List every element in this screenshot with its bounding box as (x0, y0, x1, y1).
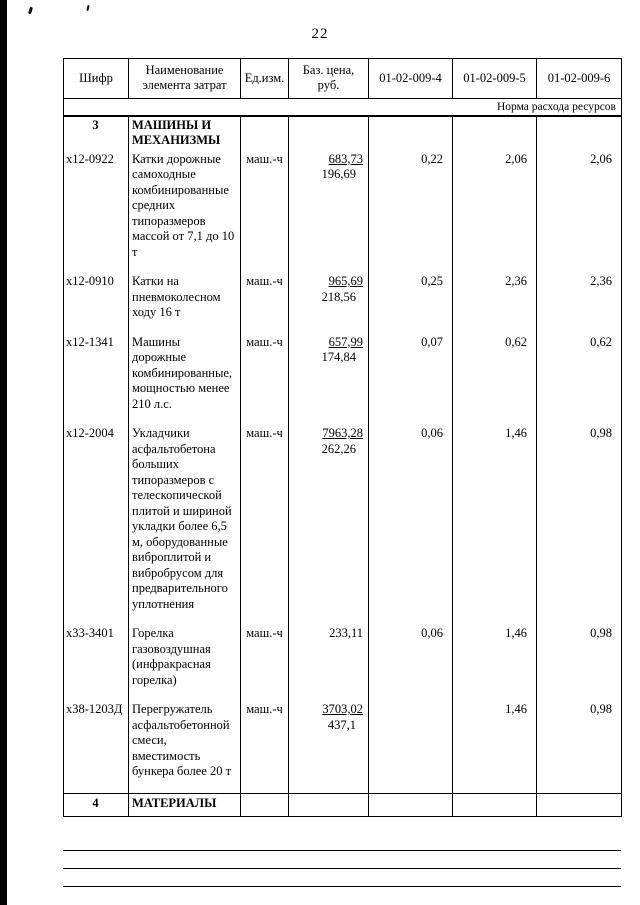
cell-norm-6: 2,36 (536, 273, 622, 334)
table-row: х38-1203Д Перегружатель асфальтобетонной… (63, 701, 622, 793)
horizontal-rule (63, 850, 621, 851)
cell-unit: маш.-ч (240, 150, 289, 273)
cell-base-price: 7963,28 262,26 (288, 425, 369, 625)
price-main: 7963,28 (322, 426, 363, 440)
cell-base-price (288, 792, 369, 817)
price-sub: 218,56 (321, 289, 356, 304)
cell-name: Машины дорожные комбинированные, мощност… (128, 333, 241, 425)
cell-norm-4 (368, 115, 453, 151)
table-header-row: Шифр Наименование элемента затрат Ед.изм… (63, 58, 622, 99)
cost-estimate-table: Шифр Наименование элемента затрат Ед.изм… (63, 58, 622, 817)
cell-norm-4: 0,07 (368, 333, 453, 425)
cell-name: Перегружатель асфальтобетонной смеси, вм… (128, 701, 241, 793)
price-main: 683,73 (328, 151, 363, 166)
cell-code: х33-3401 (63, 625, 129, 701)
table-subheader-row: Норма расхода ресурсов (63, 97, 622, 117)
cell-norm-4 (368, 792, 453, 817)
header-cost-element-name: Наименование элемента затрат (128, 58, 241, 99)
price-main: 657,99 (328, 334, 363, 349)
cell-norm-6: 0,98 (536, 425, 622, 625)
table-row: 3 МАШИНЫ И МЕХАНИЗМЫ (63, 115, 622, 151)
cell-norm-6 (536, 792, 622, 817)
cell-name: Катки дорожные самоходные комбинированны… (128, 150, 241, 273)
cell-base-price (288, 115, 369, 151)
price-sub: 262,26 (321, 441, 356, 456)
cell-base-price: 657,99 174,84 (288, 333, 369, 425)
cell-base-price: 233,11 (288, 625, 369, 701)
cell-norm-5 (452, 792, 537, 817)
cell-unit (240, 115, 289, 151)
cell-norm-4: 0,25 (368, 273, 453, 334)
cell-norm-5 (452, 115, 537, 151)
cell-unit: маш.-ч (240, 425, 289, 625)
price-main: 233,11 (329, 626, 363, 640)
cell-norm-5: 1,46 (452, 625, 537, 701)
table-row: х12-2004 Укладчики асфальтобетона больши… (63, 425, 622, 625)
horizontal-rule (63, 868, 621, 869)
table-row: х12-0910 Катки на пневмоколесном ходу 16… (63, 273, 622, 334)
table-row: 4 МАТЕРИАЛЫ (63, 792, 622, 817)
cell-code: х38-1203Д (63, 701, 129, 793)
table-body: 3 МАШИНЫ И МЕХАНИЗМЫ х12-0922 Катки доро… (63, 115, 622, 817)
header-unit: Ед.изм. (240, 58, 289, 99)
cell-unit: маш.-ч (240, 701, 289, 793)
bottom-rule-lines (63, 850, 621, 887)
cell-unit (240, 792, 289, 817)
cell-code: х12-0922 (63, 150, 129, 273)
cell-norm-5: 1,46 (452, 701, 537, 793)
cell-norm-4: 0,22 (368, 150, 453, 273)
cell-norm-6 (536, 115, 622, 151)
cell-base-price: 3703,02 437,1 (288, 701, 369, 793)
cell-code: 4 (63, 792, 129, 817)
table-row: х33-3401 Горелка газовоздушная (инфракра… (63, 625, 622, 701)
scan-edge-artifact (0, 0, 7, 905)
cell-norm-5: 0,62 (452, 333, 537, 425)
cell-code: 3 (63, 115, 129, 151)
price-main: 965,69 (328, 274, 363, 288)
cell-code: х12-0910 (63, 273, 129, 334)
cell-norm-6: 0,62 (536, 333, 622, 425)
cell-norm-5: 2,36 (452, 273, 537, 334)
cell-unit: маш.-ч (240, 273, 289, 334)
table-row: х12-0922 Катки дорожные самоходные комби… (63, 150, 622, 273)
header-norm-01-02-009-4: 01-02-009-4 (368, 58, 453, 99)
cell-name: МАТЕРИАЛЫ (128, 792, 241, 817)
header-code: Шифр (63, 58, 129, 99)
horizontal-rule (63, 886, 621, 887)
cell-norm-6: 0,98 (536, 701, 622, 793)
cell-code: х12-2004 (63, 425, 129, 625)
price-sub: 196,69 (321, 167, 356, 181)
cell-base-price: 683,73 196,69 (288, 150, 369, 273)
cell-name: МАШИНЫ И МЕХАНИЗМЫ (128, 115, 241, 151)
cell-base-price: 965,69 218,56 (288, 273, 369, 334)
cell-norm-6: 0,98 (536, 625, 622, 701)
subheader-label: Норма расхода ресурсов (63, 97, 622, 117)
cell-code: х12-1341 (63, 333, 129, 425)
cell-norm-4: 0,06 (368, 625, 453, 701)
table-row: х12-1341 Машины дорожные комбинированные… (63, 333, 622, 425)
page-number: 22 (311, 26, 329, 42)
header-norm-01-02-009-6: 01-02-009-6 (536, 58, 622, 99)
price-sub: 437,1 (327, 717, 356, 732)
cell-name: Горелка газовоздушная (инфракрасная горе… (128, 625, 241, 701)
header-base-price: Баз. цена, руб. (288, 58, 369, 99)
cell-unit: маш.-ч (240, 625, 289, 701)
header-norm-01-02-009-5: 01-02-009-5 (452, 58, 537, 99)
cell-norm-4: 0,06 (368, 425, 453, 625)
cell-norm-5: 1,46 (452, 425, 537, 625)
cell-norm-5: 2,06 (452, 150, 537, 273)
price-sub: 174,84 (321, 350, 356, 364)
cell-norm-6: 2,06 (536, 150, 622, 273)
cell-name: Укладчики асфальтобетона больших типораз… (128, 425, 241, 625)
cell-unit: маш.-ч (240, 333, 289, 425)
price-main: 3703,02 (322, 702, 363, 716)
cell-norm-4 (368, 701, 453, 793)
cell-name: Катки на пневмоколесном ходу 16 т (128, 273, 241, 334)
